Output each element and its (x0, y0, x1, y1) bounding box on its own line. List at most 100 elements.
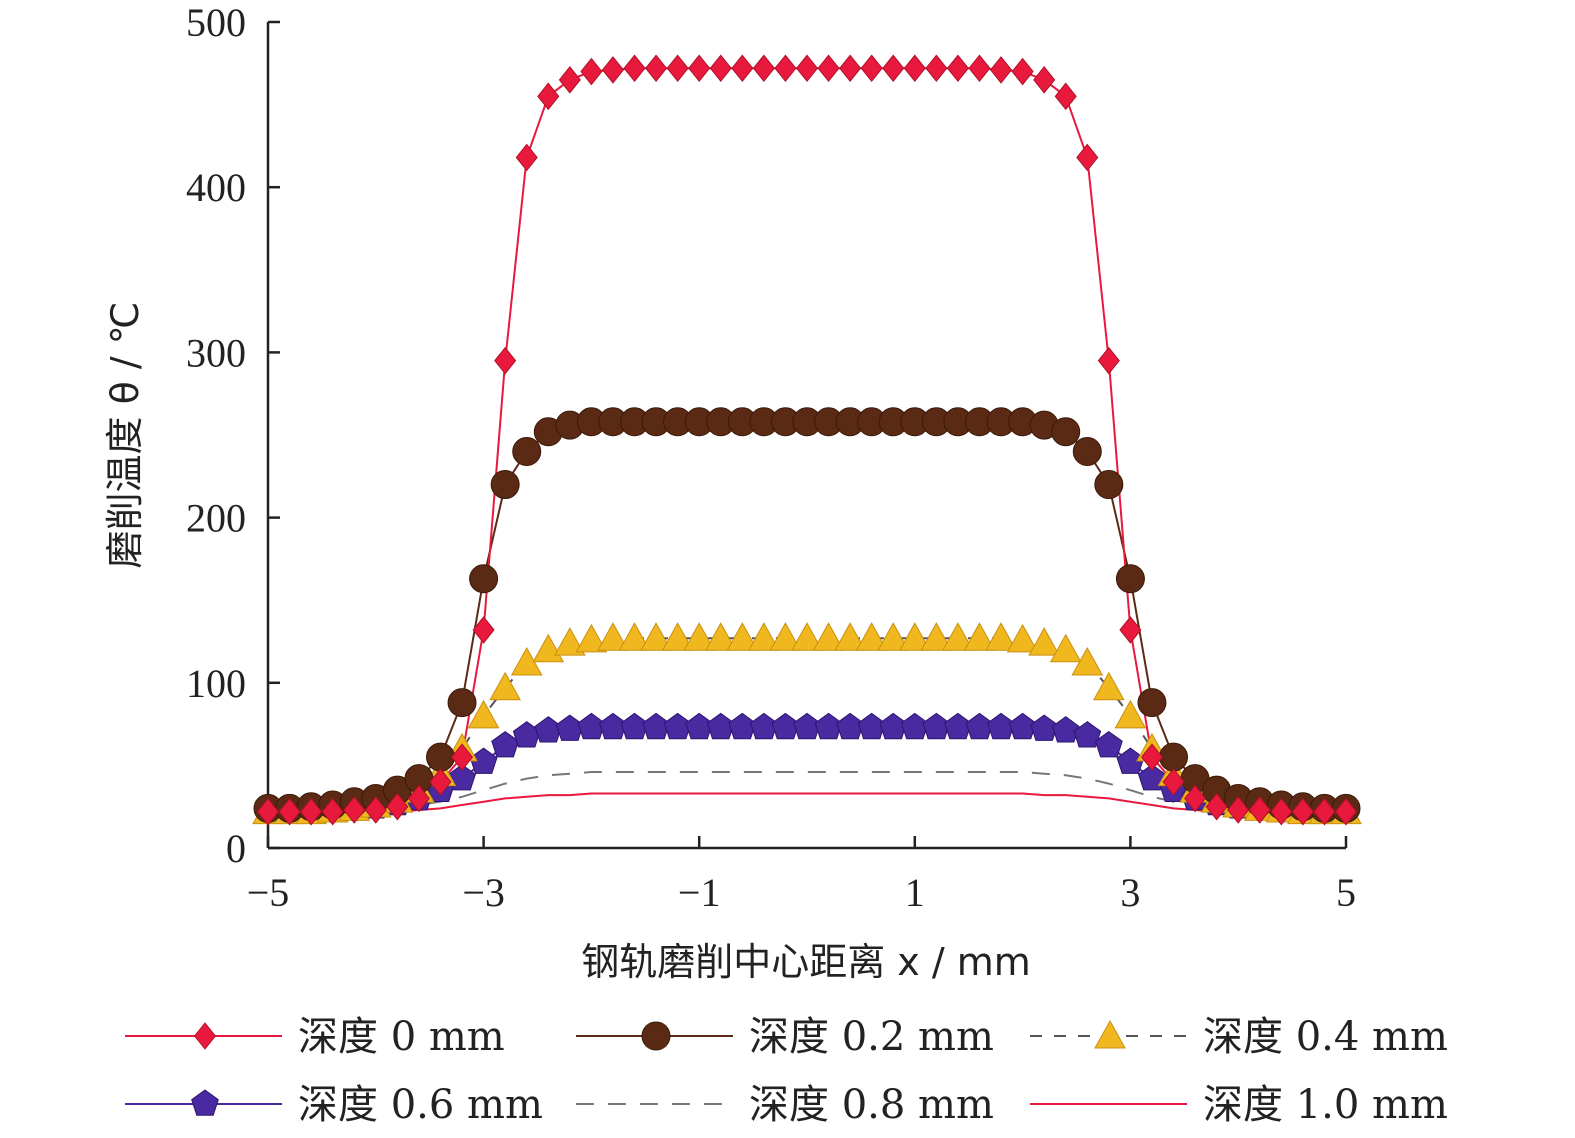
data-point-series-0 (1184, 784, 1207, 813)
data-point-series-0 (925, 54, 948, 83)
data-point-series-0 (882, 54, 905, 83)
y-ticks: 0 100 200 300 400 500 (186, 0, 280, 871)
data-point-series-2 (726, 622, 759, 651)
data-point-series-2 (640, 622, 672, 651)
data-point-series-2 (1028, 627, 1061, 656)
data-point-series-1 (1159, 742, 1189, 772)
data-point-series-0 (903, 54, 926, 83)
data-point-series-1 (425, 742, 455, 772)
data-point-series-2 (1006, 623, 1039, 653)
y-tick-label: 100 (186, 661, 246, 706)
x-tick-label: 3 (1120, 870, 1140, 915)
legend-label-0: 深度 0 mm (298, 1014, 505, 1060)
data-point-series-0 (731, 54, 754, 83)
data-point-series-2 (985, 622, 1017, 651)
y-tick-label: 400 (186, 165, 246, 210)
data-point-series-0 (623, 54, 646, 83)
data-point-series-1 (1072, 437, 1102, 467)
data-point-series-3 (1094, 730, 1123, 758)
x-tick-label: −1 (678, 870, 721, 915)
data-point-series-0 (774, 54, 797, 83)
data-point-series-2 (855, 622, 888, 651)
data-point-series-0 (537, 82, 560, 111)
series-markers (252, 54, 1362, 826)
data-point-series-1 (512, 437, 542, 467)
data-point-series-0 (1097, 346, 1120, 375)
data-point-series-0 (256, 797, 280, 826)
y-tick-label: 200 (186, 496, 246, 541)
data-point-series-0 (709, 54, 732, 83)
data-point-series-3 (448, 763, 476, 791)
data-point-series-1 (1051, 417, 1081, 447)
data-point-series-2 (812, 622, 845, 651)
data-point-series-2 (791, 622, 823, 651)
data-point-series-0 (1248, 796, 1271, 824)
data-point-series-0 (1054, 82, 1077, 111)
data-point-series-2 (748, 622, 780, 651)
legend-label-5: 深度 1.0 mm (1203, 1082, 1448, 1128)
y-tick-label: 0 (226, 826, 246, 871)
legend-label-3: 深度 0.6 mm (298, 1082, 543, 1128)
data-point-series-2 (489, 671, 522, 701)
data-point-series-0 (1270, 797, 1293, 826)
data-point-series-2 (1114, 699, 1147, 729)
data-point-series-2 (1071, 646, 1104, 676)
data-point-series-0 (860, 54, 883, 83)
data-point-series-0 (558, 66, 581, 94)
data-point-series-0 (752, 54, 775, 83)
data-point-series-2 (597, 622, 629, 651)
data-point-series-3 (1008, 712, 1037, 740)
data-point-series-2 (575, 623, 608, 653)
data-point-series-3 (1073, 721, 1102, 748)
x-tick-label: −3 (462, 870, 505, 915)
data-point-series-0 (688, 54, 711, 83)
legend-marker-0 (193, 1022, 217, 1050)
data-point-series-0 (580, 57, 603, 86)
data-point-series-1 (469, 564, 499, 594)
data-point-series-0 (450, 743, 474, 771)
data-point-series-0 (386, 792, 409, 821)
data-point-series-0 (666, 54, 689, 83)
data-point-series-0 (1033, 66, 1056, 94)
data-point-series-1 (490, 470, 520, 500)
data-point-series-0 (343, 796, 366, 824)
data-point-series-0 (1011, 57, 1034, 86)
data-point-series-0 (817, 54, 840, 83)
data-point-series-0 (364, 796, 387, 824)
data-point-series-0 (1313, 797, 1336, 826)
x-tick-label: 5 (1336, 870, 1356, 915)
data-point-series-2 (704, 622, 737, 651)
y-axis-label: 磨削温度 θ / ℃ (103, 302, 147, 569)
data-point-series-2 (942, 622, 974, 651)
axes (266, 22, 1346, 850)
data-point-series-0 (407, 784, 430, 813)
data-point-series-2 (1092, 671, 1125, 701)
data-point-series-0 (1119, 616, 1142, 644)
series-line-0 (268, 67, 1346, 813)
data-point-series-2 (683, 622, 716, 651)
data-point-series-2 (1049, 633, 1082, 663)
data-point-series-2 (553, 627, 586, 656)
data-point-series-0 (494, 346, 517, 375)
x-ticks: −5 −3 −1 1 3 5 (247, 836, 1356, 915)
x-tick-label: −5 (247, 870, 290, 915)
data-point-series-2 (920, 622, 953, 651)
data-point-series-0 (429, 768, 452, 796)
data-point-series-3 (1138, 763, 1166, 791)
data-point-series-0 (1076, 143, 1099, 172)
series-line-5 (268, 792, 1346, 816)
data-point-series-2 (834, 622, 866, 651)
data-point-series-1 (1094, 470, 1124, 500)
data-point-series-0 (795, 54, 819, 83)
data-point-series-1 (447, 688, 477, 718)
data-point-series-0 (645, 54, 668, 83)
y-tick-label: 300 (186, 330, 246, 375)
data-point-series-0 (515, 143, 538, 172)
data-point-series-2 (467, 699, 500, 729)
x-tick-label: 1 (905, 870, 925, 915)
legend-marker-3 (191, 1089, 219, 1116)
data-point-series-0 (321, 797, 344, 826)
legend-label-2: 深度 0.4 mm (1203, 1014, 1448, 1060)
data-point-series-3 (1030, 714, 1059, 741)
